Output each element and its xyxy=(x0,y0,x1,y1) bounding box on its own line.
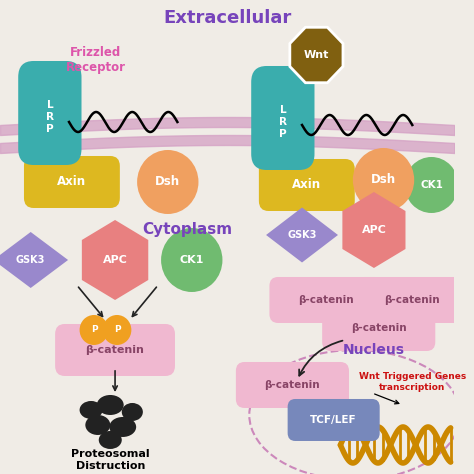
FancyBboxPatch shape xyxy=(356,277,469,323)
Text: Axin: Axin xyxy=(292,179,321,191)
Circle shape xyxy=(353,148,414,212)
Polygon shape xyxy=(266,208,338,263)
FancyBboxPatch shape xyxy=(251,66,314,170)
Circle shape xyxy=(405,157,458,213)
Text: CK1: CK1 xyxy=(420,180,443,190)
Text: β-catenin: β-catenin xyxy=(264,380,320,390)
FancyBboxPatch shape xyxy=(269,277,383,323)
Text: Axin: Axin xyxy=(57,175,86,189)
Text: L: L xyxy=(280,105,286,115)
Text: P: P xyxy=(46,124,54,134)
FancyBboxPatch shape xyxy=(259,159,355,211)
Circle shape xyxy=(102,315,131,345)
FancyBboxPatch shape xyxy=(236,362,349,408)
FancyBboxPatch shape xyxy=(55,324,175,376)
Text: P: P xyxy=(91,326,97,335)
Text: R: R xyxy=(279,117,287,127)
Text: β-catenin: β-catenin xyxy=(86,345,145,355)
Ellipse shape xyxy=(80,401,102,419)
Text: APC: APC xyxy=(102,255,128,265)
Text: Proteosomal
Distruction: Proteosomal Distruction xyxy=(71,449,150,471)
Text: GSK3: GSK3 xyxy=(16,255,46,265)
Text: Wnt: Wnt xyxy=(304,50,329,60)
Text: Wnt Triggered Genes
transcription: Wnt Triggered Genes transcription xyxy=(359,372,466,392)
Text: L: L xyxy=(46,100,53,110)
Text: P: P xyxy=(114,326,120,335)
FancyBboxPatch shape xyxy=(288,399,380,441)
Text: Nucleus: Nucleus xyxy=(343,343,405,357)
FancyBboxPatch shape xyxy=(322,305,435,351)
Text: Cytoplasm: Cytoplasm xyxy=(142,222,232,237)
FancyBboxPatch shape xyxy=(18,61,82,165)
Polygon shape xyxy=(0,232,68,288)
Ellipse shape xyxy=(97,395,124,415)
Text: TCF/LEF: TCF/LEF xyxy=(310,415,357,425)
Polygon shape xyxy=(290,27,343,82)
Circle shape xyxy=(137,150,199,214)
Text: β-catenin: β-catenin xyxy=(351,323,407,333)
Text: β-catenin: β-catenin xyxy=(384,295,440,305)
Circle shape xyxy=(80,315,109,345)
Text: R: R xyxy=(46,112,54,122)
Ellipse shape xyxy=(109,417,136,437)
Polygon shape xyxy=(82,220,148,300)
Text: β-catenin: β-catenin xyxy=(298,295,354,305)
Text: Dsh: Dsh xyxy=(371,173,396,186)
Text: P: P xyxy=(279,129,287,139)
Polygon shape xyxy=(342,192,405,268)
Text: Extracellular: Extracellular xyxy=(163,9,292,27)
Text: Frizzled
Receptor: Frizzled Receptor xyxy=(66,46,126,74)
Text: APC: APC xyxy=(362,225,386,235)
Ellipse shape xyxy=(122,403,143,421)
Ellipse shape xyxy=(99,431,122,449)
Ellipse shape xyxy=(85,415,110,435)
Text: CK1: CK1 xyxy=(180,255,204,265)
Text: GSK3: GSK3 xyxy=(287,230,317,240)
FancyBboxPatch shape xyxy=(24,156,120,208)
Circle shape xyxy=(161,228,222,292)
Text: Dsh: Dsh xyxy=(155,175,180,189)
